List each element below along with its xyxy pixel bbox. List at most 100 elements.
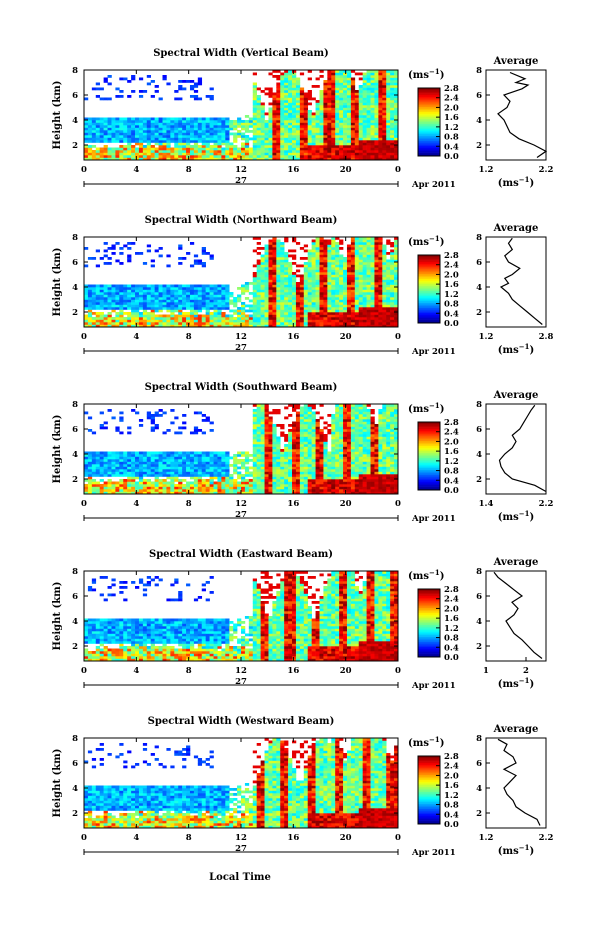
heatmap-cell bbox=[115, 125, 119, 128]
heatmap-cell bbox=[151, 320, 155, 323]
heatmap-cell bbox=[88, 322, 92, 325]
heatmap-cell bbox=[265, 282, 269, 285]
heatmap-cell bbox=[182, 422, 186, 425]
heatmap-cell bbox=[343, 140, 347, 143]
heatmap-cell bbox=[351, 103, 355, 106]
heatmap-cell bbox=[190, 155, 194, 158]
heatmap-cell bbox=[170, 477, 174, 480]
heatmap-cell bbox=[202, 489, 206, 492]
heatmap-cell bbox=[155, 290, 159, 293]
heatmap-cell bbox=[186, 133, 190, 136]
heatmap-cell bbox=[100, 322, 104, 325]
heatmap-cell bbox=[374, 155, 378, 158]
heatmap-cell bbox=[131, 135, 135, 138]
heatmap-cell bbox=[139, 155, 143, 158]
heatmap-cell bbox=[359, 118, 363, 121]
heatmap-cell bbox=[178, 320, 182, 323]
heatmap-cell bbox=[241, 123, 245, 126]
heatmap-cell bbox=[292, 302, 296, 305]
heatmap-cell bbox=[108, 315, 112, 318]
heatmap-cell bbox=[155, 90, 159, 93]
x-tick-label: 12 bbox=[235, 165, 247, 175]
heatmap-cell bbox=[84, 123, 88, 126]
heatmap-cell bbox=[374, 245, 378, 248]
heatmap-cell bbox=[178, 85, 182, 88]
heatmap-cell bbox=[292, 125, 296, 128]
heatmap-cell bbox=[233, 459, 237, 462]
heatmap-cell bbox=[123, 479, 127, 482]
heatmap-cell bbox=[182, 153, 186, 156]
heatmap-cell bbox=[284, 115, 288, 118]
heatmap-cell bbox=[186, 317, 190, 320]
heatmap-cell bbox=[312, 255, 316, 258]
heatmap-cell bbox=[265, 260, 269, 263]
heatmap-cell bbox=[194, 155, 198, 158]
heatmap-cell bbox=[104, 295, 108, 298]
heatmap-cell bbox=[382, 133, 386, 136]
heatmap-cell bbox=[84, 489, 88, 492]
heatmap-cell bbox=[347, 317, 351, 320]
heatmap-cell bbox=[371, 242, 375, 245]
heatmap-cell bbox=[194, 285, 198, 288]
heatmap-cell bbox=[119, 247, 123, 250]
heatmap-cell bbox=[198, 305, 202, 308]
heatmap-cell bbox=[268, 110, 272, 113]
heatmap-cell bbox=[323, 155, 327, 158]
heatmap-cell bbox=[292, 155, 296, 158]
heatmap-cell bbox=[382, 322, 386, 325]
heatmap-cell bbox=[241, 148, 245, 151]
heatmap-cell bbox=[304, 118, 308, 121]
heatmap-cell bbox=[151, 419, 155, 422]
heatmap-cell bbox=[100, 474, 104, 477]
y-tick-label: 4 bbox=[72, 283, 78, 293]
heatmap-cell bbox=[108, 479, 112, 482]
heatmap-cell bbox=[261, 270, 265, 273]
heatmap-cell bbox=[367, 315, 371, 318]
heatmap-cell bbox=[320, 100, 324, 103]
heatmap-cell bbox=[378, 242, 382, 245]
heatmap-cell bbox=[198, 123, 202, 126]
heatmap-cell bbox=[339, 150, 343, 153]
heatmap-cell bbox=[257, 409, 261, 412]
heatmap-cell bbox=[335, 120, 339, 123]
heatmap-cell bbox=[96, 130, 100, 133]
heatmap-cell bbox=[155, 155, 159, 158]
heatmap-cell bbox=[265, 252, 269, 255]
heatmap-cell bbox=[265, 128, 269, 131]
heatmap-cell bbox=[214, 464, 218, 467]
heatmap-cell bbox=[257, 315, 261, 318]
heatmap-cell bbox=[190, 145, 194, 148]
heatmap-cell bbox=[347, 295, 351, 298]
heatmap-cell bbox=[363, 312, 367, 315]
heatmap-cell bbox=[221, 454, 225, 457]
heatmap-cell bbox=[249, 148, 253, 151]
heatmap-cell bbox=[123, 462, 127, 465]
heatmap-cell bbox=[253, 90, 257, 93]
heatmap-cell bbox=[288, 300, 292, 303]
heatmap-cell bbox=[221, 474, 225, 477]
heatmap-cell bbox=[304, 290, 308, 293]
heatmap-cell bbox=[300, 100, 304, 103]
heatmap-cell bbox=[265, 454, 269, 457]
heatmap-cell bbox=[265, 444, 269, 447]
heatmap-cell bbox=[217, 125, 221, 128]
heatmap-cell bbox=[96, 482, 100, 485]
heatmap-cell bbox=[265, 302, 269, 305]
heatmap-cell bbox=[331, 275, 335, 278]
heatmap-cell bbox=[284, 252, 288, 255]
heatmap-cell bbox=[186, 143, 190, 146]
heatmap-cell bbox=[166, 315, 170, 318]
heatmap-cell bbox=[288, 75, 292, 78]
heatmap-cell bbox=[367, 118, 371, 121]
heatmap-cell bbox=[327, 310, 331, 313]
heatmap-cell bbox=[355, 312, 359, 315]
heatmap-cell bbox=[296, 103, 300, 106]
heatmap-cell bbox=[308, 302, 312, 305]
heatmap-cell bbox=[245, 320, 249, 323]
heatmap-cell bbox=[245, 457, 249, 460]
heatmap-cell bbox=[347, 310, 351, 313]
heatmap-cell bbox=[233, 133, 237, 136]
heatmap-cell bbox=[186, 285, 190, 288]
heatmap-cell bbox=[327, 302, 331, 305]
heatmap-cell bbox=[331, 322, 335, 325]
